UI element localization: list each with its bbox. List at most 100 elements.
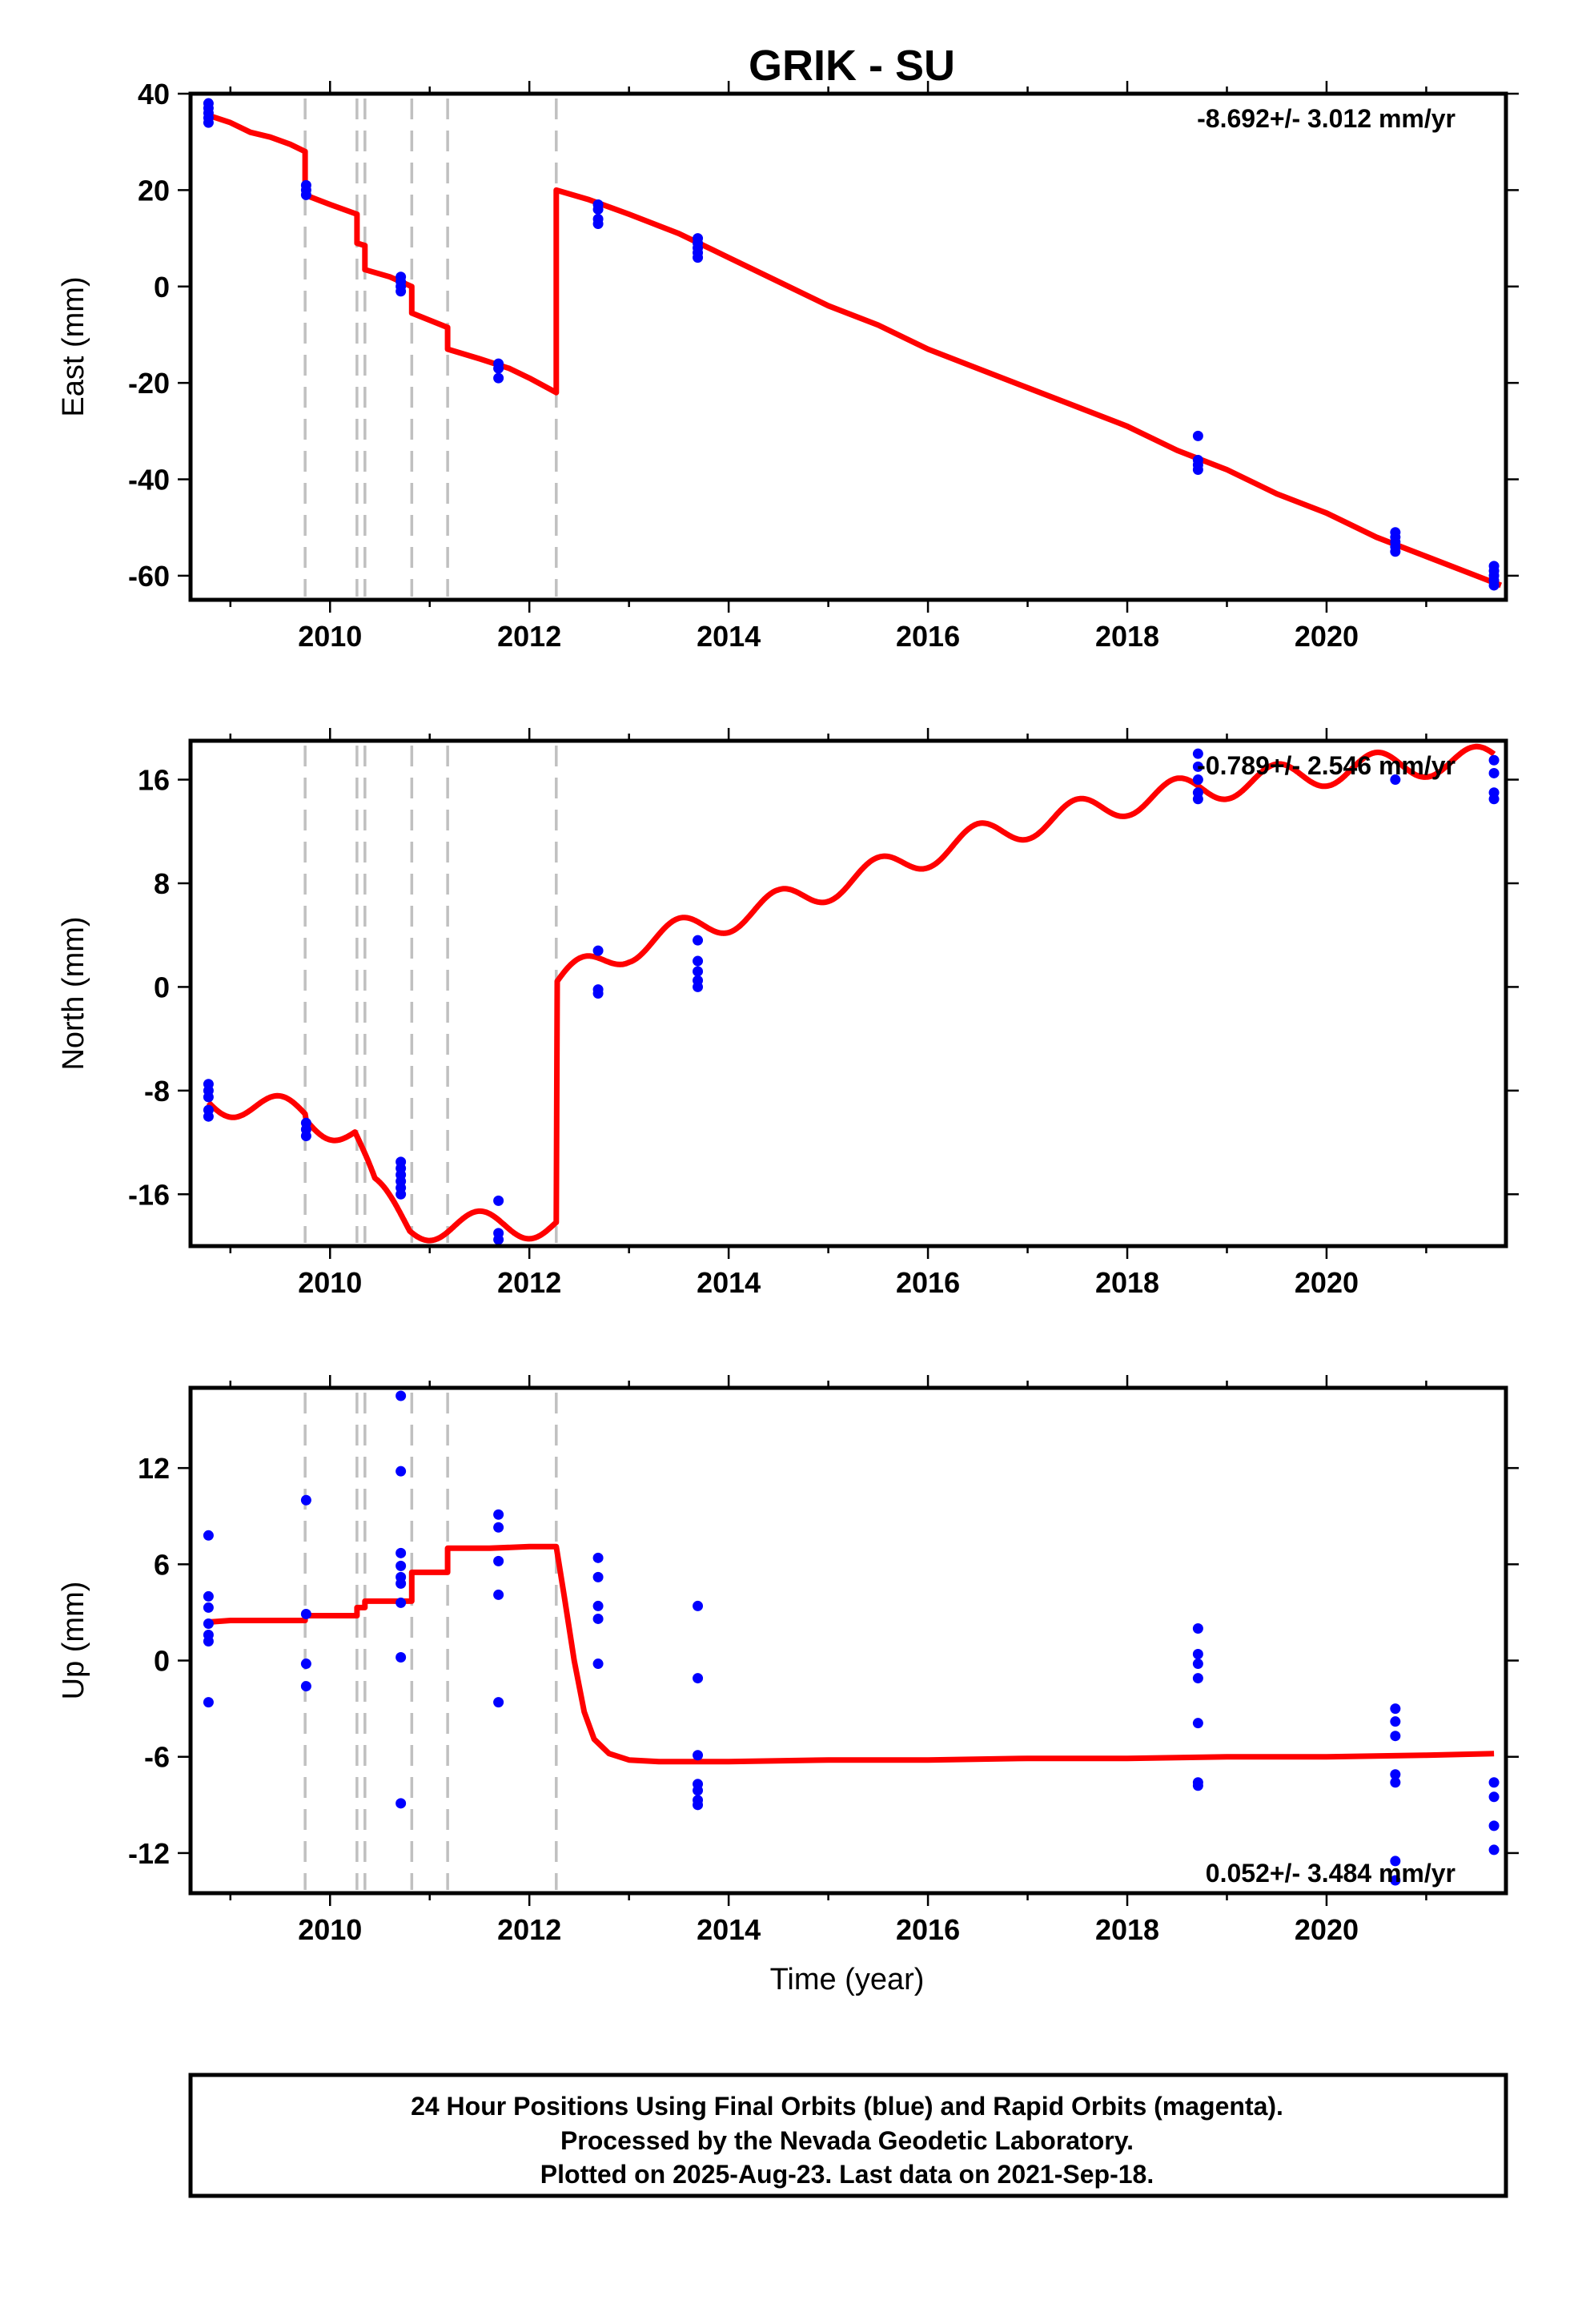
caption-box: 24 Hour Positions Using Final Orbits (bl…: [188, 2073, 1508, 2198]
up-data-point: [1390, 1777, 1401, 1788]
up-data-point: [396, 1547, 407, 1558]
up-data-point: [592, 1659, 604, 1670]
caption-line-3: Plotted on 2025-Aug-23. Last data on 202…: [540, 2160, 1154, 2189]
up-x-tick-label: 2010: [298, 1913, 362, 1946]
up-data-point: [493, 1589, 504, 1600]
up-y-tick-label: -6: [144, 1741, 170, 1774]
up-x-tick-label: 2020: [1295, 1913, 1359, 1946]
up-plot-frame: [188, 1385, 1508, 1896]
north-x-tick-label: 2010: [298, 1266, 362, 1299]
north-data-point: [592, 988, 604, 999]
up-data-point: [592, 1571, 604, 1582]
north-x-tick-label: 2018: [1095, 1266, 1159, 1299]
up-data-point: [1488, 1791, 1500, 1803]
up-data-point: [396, 1652, 407, 1663]
east-y-tick-label: 40: [138, 78, 170, 111]
north-data-point: [203, 1111, 214, 1122]
up-data-point: [693, 1785, 704, 1796]
up-data-point: [396, 1390, 407, 1401]
x-axis-label: Time (year): [770, 1963, 925, 1996]
east-data-point: [1192, 464, 1203, 475]
up-data-point: [1488, 1777, 1500, 1788]
up-data-point: [396, 1560, 407, 1571]
up-y-tick-label: 0: [154, 1645, 170, 1678]
up-data-point: [203, 1618, 214, 1629]
up-data-point: [203, 1602, 214, 1613]
up-data-point: [396, 1466, 407, 1477]
north-y-tick-label: 0: [154, 971, 170, 1003]
north-data-point: [693, 981, 704, 992]
up-data-point: [1390, 1875, 1401, 1886]
east-x-tick-label: 2012: [497, 620, 561, 653]
up-data-point: [1192, 1718, 1203, 1729]
up-data-point: [493, 1697, 504, 1708]
caption-line-1: 24 Hour Positions Using Final Orbits (bl…: [411, 2092, 1283, 2121]
north-y-axis-label: North (mm): [57, 916, 90, 1070]
up-y-tick-label: 12: [138, 1452, 170, 1485]
north-model-line: [206, 743, 1496, 1244]
up-data-point: [1489, 0, 1500, 6]
up-data-point: [300, 1659, 311, 1670]
north-plot-frame: [188, 738, 1508, 1248]
north-velocity-label: -0.789+/- 2.546 mm/yr: [1197, 751, 1456, 780]
up-x-tick-label: 2014: [697, 1913, 761, 1946]
up-data-point: [1390, 1716, 1401, 1727]
up-data-point: [493, 1509, 504, 1520]
north-data-point: [693, 955, 704, 967]
north-data-point: [396, 1188, 407, 1200]
east-data-point: [396, 286, 407, 297]
up-y-tick-label: -12: [128, 1837, 170, 1870]
up-y-axis-label: Up (mm): [57, 1582, 90, 1700]
north-data-point: [1390, 774, 1401, 786]
up-data-point: [396, 1597, 407, 1608]
up-data-point: [592, 1613, 604, 1624]
up-data-point: [592, 1600, 604, 1611]
up-data-point: [693, 1600, 704, 1611]
up-data-point: [203, 1697, 214, 1708]
caption-line-2: Processed by the Nevada Geodetic Laborat…: [560, 2126, 1134, 2155]
up-data-point: [693, 1750, 704, 1761]
east-data-point: [493, 363, 504, 374]
up-data-point: [203, 1530, 214, 1541]
east-data-point: [592, 219, 604, 230]
east-x-tick-label: 2016: [896, 620, 960, 653]
up-x-tick-label: 2012: [497, 1913, 561, 1946]
up-data-point: [592, 1552, 604, 1563]
north-y-tick-label: 8: [154, 867, 170, 900]
up-data-point: [693, 1673, 704, 1684]
up-data-point: [1192, 1649, 1203, 1660]
up-data-point: [493, 1522, 504, 1533]
east-x-tick-label: 2010: [298, 620, 362, 653]
east-y-tick-label: -40: [128, 464, 170, 497]
east-panel: 2010 2012 2014 2016 2018 2020 -60 -40 -20 0 20 40 Ea…: [57, 78, 1519, 653]
north-data-point: [1192, 774, 1203, 786]
east-data-point: [300, 189, 311, 200]
north-data-point: [1488, 794, 1500, 805]
north-x-tick-label: 2012: [497, 1266, 561, 1299]
up-data-point: [1192, 1780, 1203, 1791]
east-y-tick-label: 20: [138, 174, 170, 207]
up-data-point: [396, 1578, 407, 1589]
up-data-point: [1488, 1844, 1500, 1856]
north-data-point: [1192, 794, 1203, 805]
north-data-point: [693, 966, 704, 977]
up-data-point: [1390, 1703, 1401, 1715]
east-data-point: [592, 203, 604, 215]
up-data-point: [396, 1798, 407, 1809]
up-data-point: [1390, 1769, 1401, 1780]
north-y-tick-label: 16: [138, 764, 170, 797]
up-x-tick-label: 2018: [1095, 1913, 1159, 1946]
east-y-tick-label: -20: [128, 367, 170, 400]
east-y-axis-label: East (mm): [57, 276, 90, 416]
east-x-tick-label: 2018: [1095, 620, 1159, 653]
north-y-tick-label: -16: [128, 1178, 170, 1211]
chart-title: GRIK - SU: [749, 42, 955, 90]
east-x-tick-label: 2014: [697, 620, 761, 653]
up-data-point: [1390, 1731, 1401, 1742]
north-data-point: [203, 1092, 214, 1103]
east-y-tick-label: -60: [128, 560, 170, 593]
north-data-point: [1192, 748, 1203, 759]
north-data-point: [1488, 767, 1500, 778]
